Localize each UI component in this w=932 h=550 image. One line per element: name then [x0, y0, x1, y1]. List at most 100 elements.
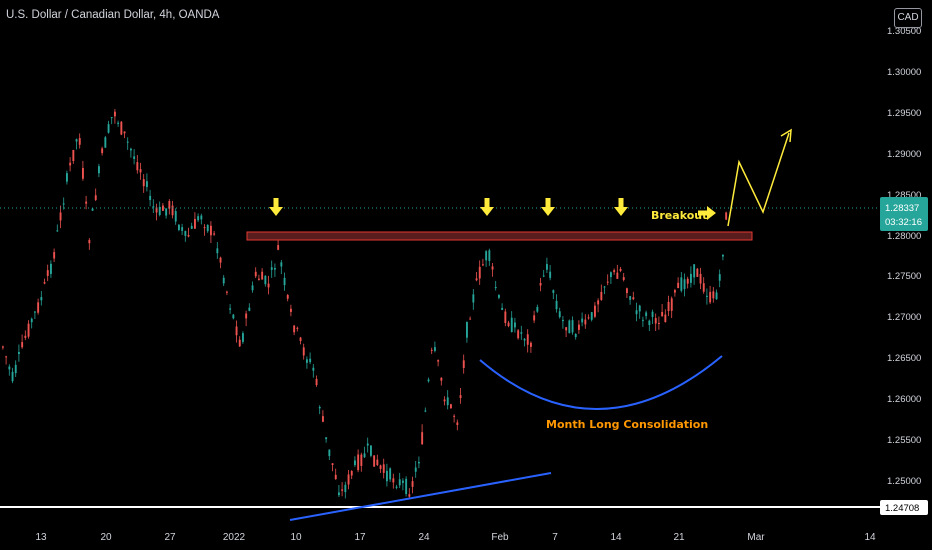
- candle-body: [53, 252, 56, 259]
- down-arrow-icon: [541, 198, 555, 216]
- candle-body: [418, 461, 420, 464]
- candle-body: [27, 323, 30, 337]
- candle-body: [619, 268, 622, 271]
- candle-body: [411, 481, 414, 487]
- candle-body: [280, 262, 283, 267]
- candle-body: [424, 410, 427, 412]
- down-arrow-icon: [269, 198, 283, 216]
- price-axis[interactable]: 1.30500 1.30000 1.29500 1.29000 1.28500 …: [887, 26, 921, 487]
- candle-body: [293, 325, 296, 333]
- time-tick: 21: [673, 532, 685, 543]
- resistance-zone[interactable]: [246, 231, 753, 241]
- candle-body: [181, 227, 184, 231]
- candle-body: [581, 318, 584, 323]
- candle-body: [56, 230, 59, 232]
- candle-body: [523, 338, 526, 341]
- candle-body: [507, 322, 510, 327]
- candle-body: [187, 234, 190, 237]
- candle-body: [360, 454, 363, 466]
- candle-body: [626, 288, 628, 294]
- price-tick: 1.28500: [887, 190, 921, 201]
- currency-badge[interactable]: CAD: [894, 8, 922, 28]
- candle-body: [344, 484, 347, 493]
- price-tick: 1.30500: [887, 26, 921, 37]
- candle-body: [206, 224, 209, 232]
- candle-body: [446, 397, 449, 406]
- ascending-trendline[interactable]: [289, 472, 552, 521]
- candle-body: [117, 122, 120, 124]
- candle-body: [654, 318, 657, 324]
- candle-body: [82, 168, 84, 179]
- candle-body: [232, 314, 235, 319]
- candle-body: [526, 334, 529, 345]
- candle-body: [171, 205, 174, 216]
- candle-body: [286, 295, 289, 299]
- candle-body: [123, 131, 126, 134]
- candle-body: [277, 245, 280, 250]
- chart-title: U.S. Dollar / Canadian Dollar, 4h, OANDA: [6, 9, 220, 21]
- candle-body: [459, 395, 462, 399]
- candle-body: [238, 339, 241, 347]
- candle-body: [402, 480, 404, 483]
- candle-body: [30, 318, 33, 323]
- candle-body: [200, 215, 203, 220]
- candle-body: [338, 492, 340, 496]
- time-axis[interactable]: 13 20 27 2022 10 17 24 Feb 7 14 21 Mar 1…: [35, 532, 876, 543]
- candle-body: [270, 267, 273, 270]
- projection-path[interactable]: [727, 132, 790, 227]
- candle-body: [558, 311, 561, 318]
- candle-body: [386, 470, 388, 482]
- candle-body: [334, 474, 337, 480]
- down-arrow-icon: [480, 198, 494, 216]
- candle-body: [485, 251, 488, 261]
- candle-body: [162, 205, 164, 211]
- candle-body: [610, 272, 612, 278]
- candle-body: [120, 121, 123, 135]
- candle-body: [75, 139, 78, 142]
- candle-body: [110, 117, 113, 119]
- candle-body: [475, 278, 478, 281]
- candle-body: [322, 416, 324, 422]
- candle-body: [350, 470, 353, 476]
- consolidation-curve[interactable]: [479, 355, 723, 410]
- candle-body: [565, 327, 568, 331]
- candle-body: [274, 268, 276, 270]
- candle-body: [648, 320, 651, 326]
- candle-body: [702, 283, 705, 292]
- candle-body: [590, 312, 593, 320]
- candle-body: [88, 239, 91, 244]
- candle-body: [66, 173, 68, 182]
- countdown-timer: 03:32:16: [885, 217, 922, 228]
- candle-body: [34, 311, 36, 313]
- candle-body: [536, 306, 539, 312]
- candle-body: [450, 404, 452, 409]
- candle-body: [510, 317, 513, 332]
- candle-body: [104, 137, 107, 148]
- candle-body: [722, 254, 724, 257]
- candle-body: [139, 169, 142, 173]
- candle-body: [645, 312, 648, 317]
- price-tick: 1.28000: [887, 231, 921, 242]
- candle-body: [715, 292, 718, 300]
- candle-body: [706, 295, 708, 297]
- candle-body: [405, 478, 408, 494]
- candle-body: [146, 181, 148, 188]
- candle-body: [638, 305, 641, 312]
- candle-body: [725, 212, 728, 220]
- candle-body: [261, 271, 264, 280]
- candle-body: [328, 449, 331, 457]
- candle-body: [677, 282, 680, 289]
- candle-body: [427, 379, 430, 382]
- candle-body: [478, 266, 481, 279]
- candle-body: [696, 268, 699, 277]
- candle-body: [398, 479, 401, 486]
- time-tick: 13: [35, 532, 47, 543]
- time-tick: 2022: [223, 532, 246, 543]
- support-price-value: 1.24708: [885, 503, 919, 514]
- candle-body: [184, 231, 187, 236]
- candle-body: [616, 272, 619, 279]
- candle-body: [354, 460, 356, 466]
- candle-body: [613, 270, 616, 273]
- right-arrow-icon: [698, 206, 716, 220]
